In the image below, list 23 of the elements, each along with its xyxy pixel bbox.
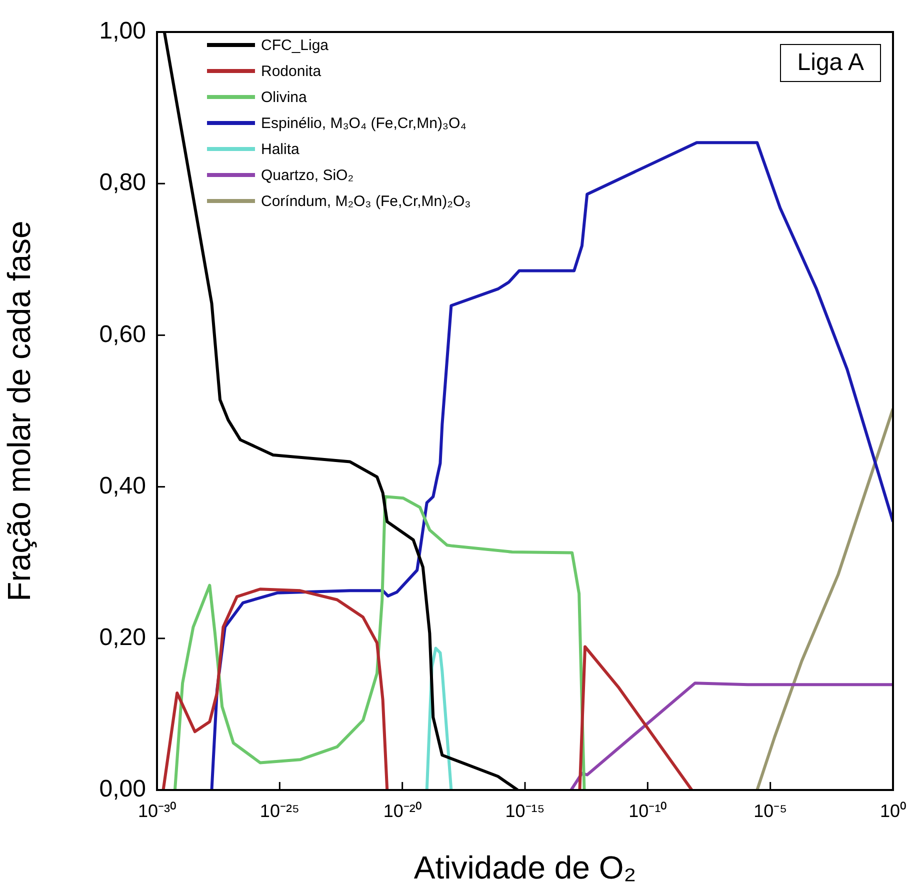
legend-label: Quartzo, SiO₂ <box>261 166 354 184</box>
x-tick-label: 10⁰ <box>880 800 906 821</box>
y-tick-label: 0,80 <box>99 169 146 196</box>
legend-label: Espinélio, M₃O₄ (Fe,Cr,Mn)₃O₄ <box>261 114 466 132</box>
y-tick-label: 0,40 <box>99 472 146 500</box>
y-tick-label: 0,20 <box>99 624 146 652</box>
annotation: Liga A <box>780 44 881 82</box>
x-tick-label: 10⁻¹⁰ <box>628 800 667 821</box>
y-tick-label: 0,60 <box>99 320 146 348</box>
legend-label: Rodonita <box>261 62 322 80</box>
x-tick-label: 10⁻³⁰ <box>138 800 176 821</box>
y-tick-label: 1,00 <box>99 18 146 45</box>
x-tick-label: 10⁻⁵ <box>754 800 788 821</box>
legend-label: Halita <box>261 140 300 158</box>
x-axis-title: Atividade de O₂ <box>414 850 636 886</box>
x-tick-label: 10⁻²⁰ <box>383 800 422 821</box>
legend-label: CFC_Liga <box>261 36 329 54</box>
x-tick-label: 10⁻¹⁵ <box>505 800 545 821</box>
y-tick-label: 0,00 <box>99 776 146 803</box>
legend-label: Coríndum, M₂O₃ (Fe,Cr,Mn)₂O₃ <box>261 192 471 210</box>
legend-label: Olivina <box>261 88 307 106</box>
y-axis-title: Fração molar de cada fase <box>1 220 38 602</box>
x-tick-label: 10⁻²⁵ <box>260 800 300 821</box>
